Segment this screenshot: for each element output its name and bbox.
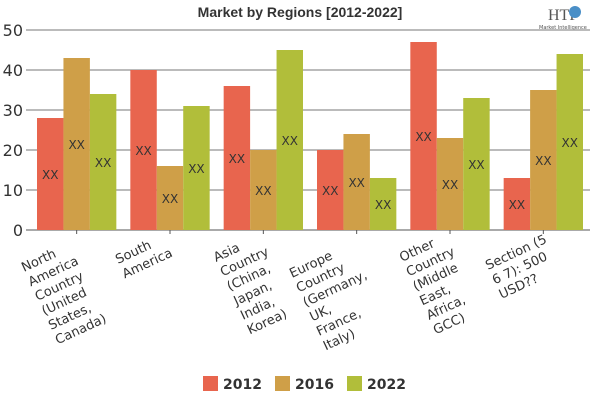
data-label: XX <box>509 198 525 212</box>
legend-swatch-2016 <box>275 376 290 391</box>
bar-2016-3 <box>343 134 370 230</box>
bar-2016-1 <box>156 166 184 230</box>
legend-label: 2022 <box>367 377 406 393</box>
logo-globe-icon <box>569 6 581 18</box>
data-label: XX <box>348 176 364 190</box>
legend-label: 2016 <box>295 377 334 393</box>
htf-logo: HTF Market Intelligence <box>539 6 587 31</box>
data-label: XX <box>375 198 391 212</box>
bar-2022-0 <box>89 94 117 230</box>
bar-2012-4 <box>410 42 437 230</box>
bar-2022-1 <box>183 106 210 230</box>
data-label: XX <box>415 130 431 144</box>
y-tick-label: 50 <box>3 21 23 40</box>
data-label: XX <box>68 138 84 152</box>
data-label: XX <box>535 154 551 168</box>
bar-2012-1 <box>130 70 157 230</box>
data-label: XX <box>562 136 578 150</box>
data-label: XX <box>42 168 58 182</box>
y-tick-label: 40 <box>3 61 23 80</box>
bar-2016-5 <box>530 90 557 230</box>
data-label: XX <box>255 184 271 198</box>
legend-swatch-2022 <box>347 376 362 391</box>
legend-label: 2012 <box>223 377 262 393</box>
y-tick-label: 20 <box>3 141 23 160</box>
logo-subtext: Market Intelligence <box>539 25 587 31</box>
data-label: XX <box>135 144 151 158</box>
data-label: XX <box>188 162 204 176</box>
y-tick-label: 0 <box>13 221 23 240</box>
data-label: XX <box>162 192 178 206</box>
bar-2022-4 <box>463 98 490 230</box>
bar-2016-2 <box>250 150 277 230</box>
data-label: XX <box>322 184 338 198</box>
data-label: XX <box>442 178 458 192</box>
bar-2012-5 <box>503 178 531 230</box>
y-tick-label: 10 <box>3 181 23 200</box>
chart-title: Market by Regions [2012-2022] <box>198 4 403 20</box>
data-label: XX <box>95 156 111 170</box>
data-label: XX <box>282 134 298 148</box>
bar-2016-4 <box>436 138 464 230</box>
bar-2012-3 <box>317 150 344 230</box>
bar-2012-2 <box>223 86 251 230</box>
y-tick-label: 30 <box>3 101 23 120</box>
bar-2022-5 <box>556 54 583 230</box>
legend-swatch-2012 <box>203 376 218 391</box>
bar-2016-0 <box>63 58 90 230</box>
bar-2022-2 <box>276 50 303 230</box>
bar-2012-0 <box>37 118 64 230</box>
bar-2022-3 <box>369 178 397 230</box>
data-label: XX <box>468 158 484 172</box>
data-label: XX <box>229 152 245 166</box>
